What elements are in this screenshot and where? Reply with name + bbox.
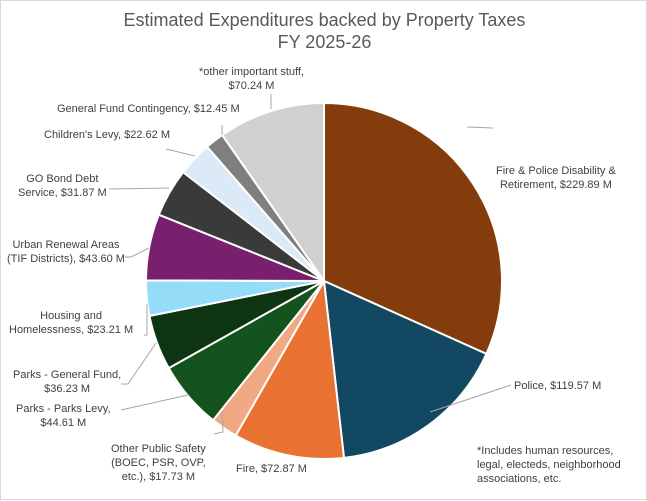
data-label-line: Children's Levy, $22.62 M xyxy=(44,129,171,141)
data-label-go-bond: GO Bond Debt Service, $31.87 M xyxy=(18,172,107,200)
footnote: *Includes human resources, legal, electe… xyxy=(477,445,621,485)
data-label-line: etc.), $17.73 M xyxy=(121,471,196,483)
data-label-parks-levy: Parks - Parks Levy, $44.61 M xyxy=(16,402,111,430)
chart-title: Estimated Expenditures backed by Propert… xyxy=(1,9,647,53)
pie-slice[interactable] xyxy=(234,277,346,460)
data-label-urban-renewal: Urban Renewal Areas (TIF Districts), $43.… xyxy=(7,238,125,266)
data-label-line: *other important stuff, xyxy=(199,66,304,78)
data-label-fire: Fire, $72.87 M xyxy=(236,462,307,476)
data-label-line: $44.61 M xyxy=(40,417,87,429)
data-label-line: Housing and xyxy=(40,310,102,322)
data-label-line: Homelessness, $23.21 M xyxy=(9,324,134,336)
data-label-other-public-safety: Other Public Safety (BOEC, PSR, OVP, etc.)… xyxy=(111,442,206,484)
chart-title-line1: Estimated Expenditures backed by Propert… xyxy=(123,10,526,30)
data-label-other-stuff: *other important stuff, $70.24 M xyxy=(199,65,304,93)
pie-slice[interactable] xyxy=(220,101,325,285)
leader-line xyxy=(165,148,196,157)
pie-slice[interactable] xyxy=(322,279,488,459)
data-label-line: Parks - General Fund, xyxy=(13,369,122,381)
leader-line xyxy=(125,247,150,258)
data-label-line: Fire, $72.87 M xyxy=(236,463,307,475)
data-label-line: $36.23 M xyxy=(44,383,91,395)
data-label-line: $70.24 M xyxy=(228,80,275,92)
data-label-fpdr: Fire & Police Disability & Retirement, $2… xyxy=(496,164,616,192)
data-label-housing: Housing and Homelessness, $23.21 M xyxy=(9,309,133,337)
leader-line xyxy=(144,304,148,336)
leader-line xyxy=(429,384,512,413)
data-label-line: GO Bond Debt xyxy=(26,173,99,185)
chart-subtitle: FY 2025-26 xyxy=(277,32,372,52)
leader-line xyxy=(108,187,170,190)
pie-slice[interactable] xyxy=(323,101,503,356)
data-label-contingency: General Fund Contingency, $12.45 M xyxy=(57,102,240,116)
data-label-line: (TIF Districts), $43.60 M xyxy=(7,253,125,265)
data-label-police: Police, $119.57 M xyxy=(514,379,601,393)
data-label-line: General Fund Contingency, $12.45 M xyxy=(57,103,240,115)
data-label-line: (BOEC, PSR, OVP, xyxy=(111,457,206,469)
leader-line xyxy=(466,126,494,129)
data-label-line: Service, $31.87 M xyxy=(18,187,107,199)
leader-line xyxy=(121,342,157,385)
data-label-line: Urban Renewal Areas xyxy=(12,239,120,251)
leader-line xyxy=(213,411,224,435)
data-label-line: Police, $119.57 M xyxy=(514,380,602,392)
leader-line xyxy=(120,394,189,411)
data-label-line: Parks - Parks Levy, xyxy=(16,403,111,415)
data-label-line: Retirement, $229.89 M xyxy=(499,179,612,191)
data-label-parks-general-fund: Parks - General Fund, $36.23 M xyxy=(13,368,121,396)
data-label-line: Other Public Safety xyxy=(111,443,206,455)
data-label-childrens-levy: Children's Levy, $22.62 M xyxy=(44,128,170,142)
data-label-line: Fire & Police Disability & xyxy=(496,165,616,177)
